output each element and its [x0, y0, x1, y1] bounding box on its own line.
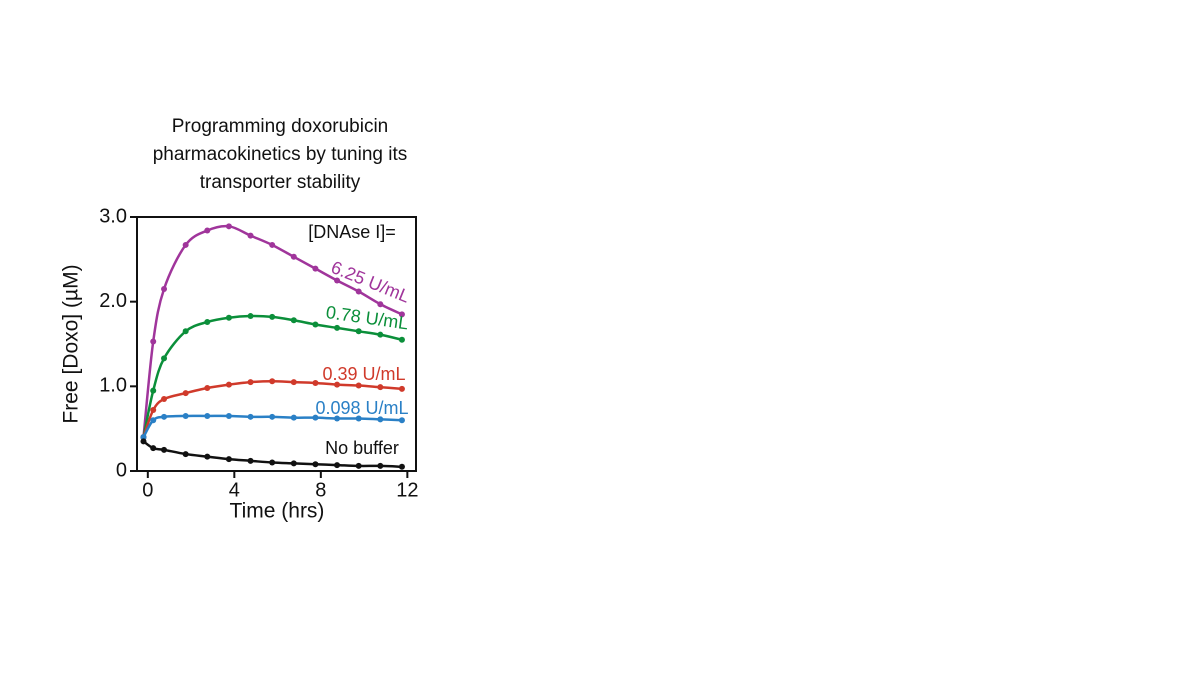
data-point	[355, 415, 362, 422]
data-point	[269, 241, 276, 248]
y-tick-label: 3.0	[99, 205, 127, 227]
data-point	[150, 338, 157, 345]
data-point	[247, 413, 254, 420]
data-point	[182, 241, 189, 248]
y-tick-label: 0	[116, 459, 127, 481]
y-axis-label: Free [Doxo] (µM)	[60, 264, 83, 423]
data-point	[225, 456, 232, 463]
data-point	[161, 355, 168, 362]
data-point	[161, 446, 168, 453]
data-point	[182, 451, 189, 458]
data-point	[334, 462, 341, 469]
data-point	[398, 336, 405, 343]
data-point	[140, 434, 147, 441]
data-point	[161, 413, 168, 420]
data-point	[290, 253, 297, 260]
data-point	[377, 301, 384, 308]
data-point	[140, 438, 147, 445]
y-tick-label: 2.0	[99, 290, 127, 312]
data-point	[269, 413, 276, 420]
data-point	[355, 328, 362, 335]
data-point	[247, 457, 254, 464]
data-point	[334, 277, 341, 284]
data-point	[247, 313, 254, 320]
data-point	[225, 381, 232, 388]
data-point	[225, 412, 232, 419]
x-tick-label: 8	[315, 479, 326, 501]
data-point	[150, 407, 157, 414]
series-label: 0.098 U/mL	[315, 398, 408, 418]
data-point	[247, 379, 254, 386]
data-point	[269, 378, 276, 385]
data-point	[377, 331, 384, 338]
chart-title: Programming doxorubicin	[172, 116, 389, 137]
x-tick-label: 12	[396, 479, 418, 501]
data-point	[150, 445, 157, 452]
plot-frame	[136, 216, 417, 472]
data-point	[398, 463, 405, 470]
x-tick-label: 0	[142, 479, 153, 501]
annotation: [DNAse I]=	[308, 222, 396, 242]
data-point	[204, 227, 211, 234]
data-point	[312, 265, 319, 272]
data-point	[225, 223, 232, 230]
data-point	[334, 324, 341, 331]
data-point	[150, 387, 157, 394]
series-label: 0.39 U/mL	[322, 364, 405, 384]
data-point	[398, 385, 405, 392]
x-axis-label: Time (hrs)	[230, 500, 325, 523]
data-point	[334, 381, 341, 388]
data-point	[312, 321, 319, 328]
data-point	[355, 382, 362, 389]
data-point	[312, 379, 319, 386]
data-point	[398, 311, 405, 318]
data-point	[182, 412, 189, 419]
data-point	[204, 412, 211, 419]
data-point	[269, 459, 276, 466]
series-label: No buffer	[325, 438, 399, 458]
data-point	[334, 415, 341, 422]
data-point	[182, 390, 189, 397]
data-point	[204, 318, 211, 325]
data-point	[161, 285, 168, 292]
data-point	[290, 379, 297, 386]
data-point	[290, 460, 297, 467]
data-point	[182, 328, 189, 335]
data-point	[377, 416, 384, 423]
chart-title: transporter stability	[200, 172, 361, 193]
data-point	[290, 414, 297, 421]
data-point	[398, 417, 405, 424]
data-point	[161, 396, 168, 403]
x-tick-label: 4	[229, 479, 240, 501]
chart-title: pharmacokinetics by tuning its	[153, 144, 408, 165]
data-point	[204, 385, 211, 392]
y-tick-label: 1.0	[99, 375, 127, 397]
data-point	[355, 288, 362, 295]
data-point	[150, 417, 157, 424]
data-point	[355, 462, 362, 469]
data-point	[377, 384, 384, 391]
data-point	[269, 313, 276, 320]
data-point	[377, 462, 384, 469]
data-point	[290, 317, 297, 324]
data-point	[312, 414, 319, 421]
data-point	[204, 453, 211, 460]
data-point	[312, 461, 319, 468]
data-point	[225, 314, 232, 321]
data-point	[247, 232, 254, 239]
